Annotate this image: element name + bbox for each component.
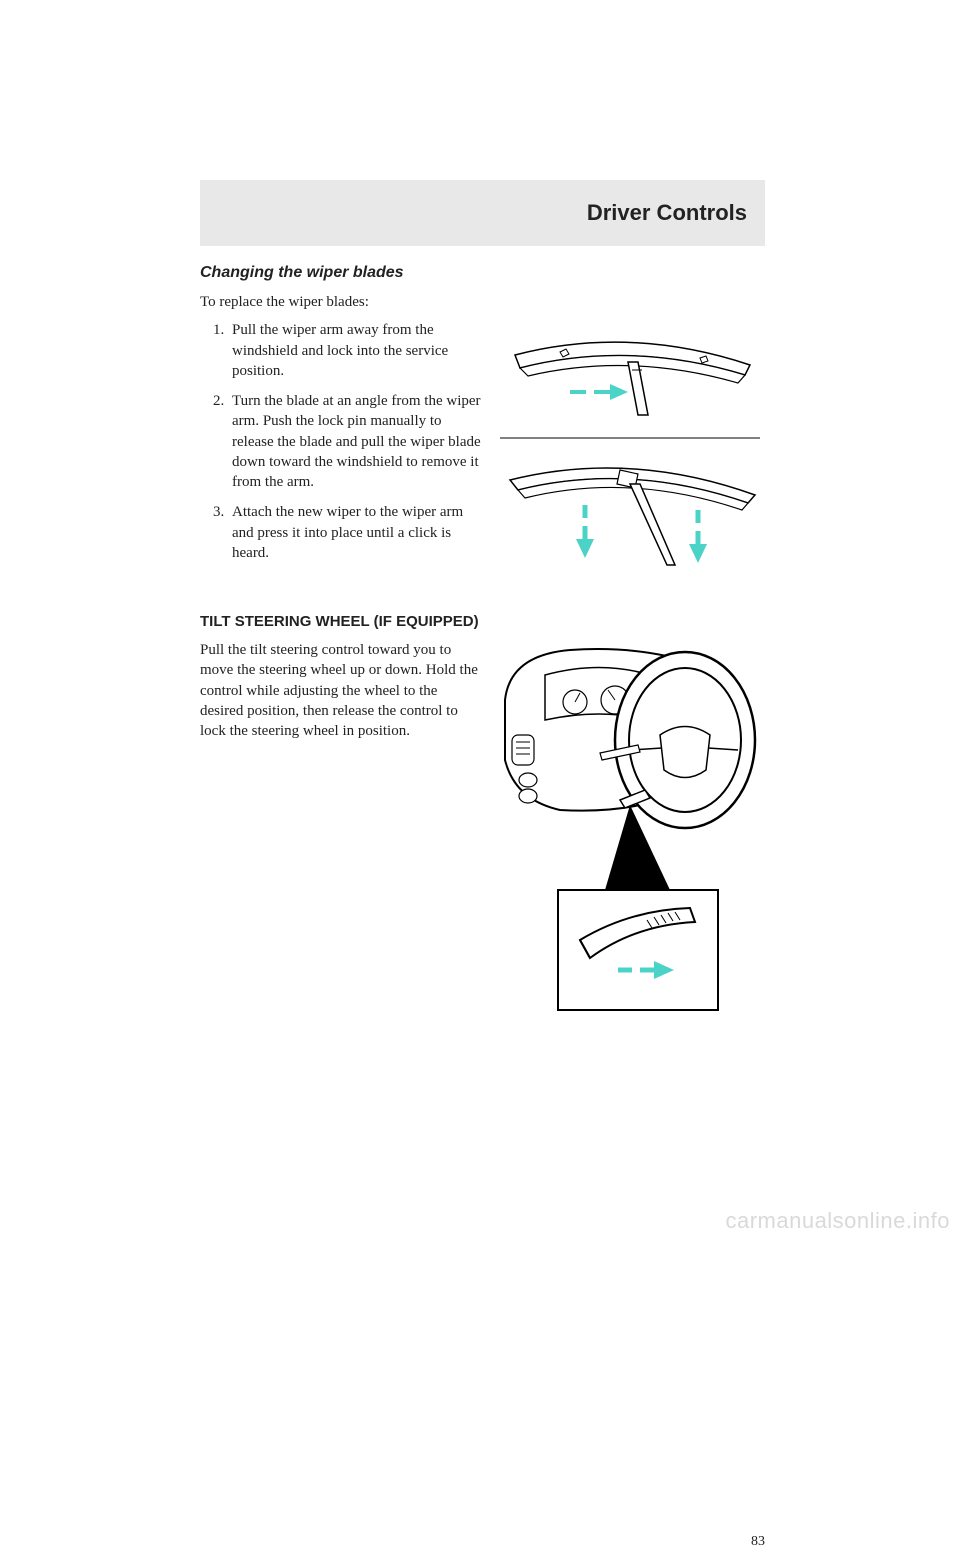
wiper-blade-bottom-icon: [500, 440, 760, 570]
wiper-subheading: Changing the wiper blades: [200, 264, 765, 282]
tilt-body: Pull the tilt steering control toward yo…: [200, 640, 482, 741]
page-content: Driver Controls Changing the wiper blade…: [200, 180, 765, 1020]
watermark: carmanualsonline.info: [725, 1208, 950, 1234]
wiper-step-3: Attach the new wiper to the wiper arm an…: [228, 502, 482, 563]
wiper-step-2: Turn the blade at an angle from the wipe…: [228, 391, 482, 492]
wiper-intro: To replace the wiper blades:: [200, 292, 765, 312]
wiper-step-1: Pull the wiper arm away from the windshi…: [228, 320, 482, 381]
tilt-text-column: Pull the tilt steering control toward yo…: [200, 640, 482, 1020]
tilt-steering-icon: [500, 640, 760, 1020]
page-number: 83: [751, 1534, 765, 1550]
section-header-title: Driver Controls: [587, 200, 747, 226]
wiper-steps-column: Pull the wiper arm away from the windshi…: [200, 320, 482, 573]
wiper-blade-top-icon: [500, 320, 760, 440]
wiper-figure-top: [500, 320, 760, 440]
tilt-heading: TILT STEERING WHEEL (IF EQUIPPED): [200, 613, 765, 630]
wiper-figure-column: [500, 320, 765, 573]
wiper-figure-bottom: [500, 440, 760, 570]
tilt-two-column: Pull the tilt steering control toward yo…: [200, 640, 765, 1020]
section-header-bar: Driver Controls: [200, 180, 765, 246]
wiper-steps-list: Pull the wiper arm away from the windshi…: [200, 320, 482, 563]
tilt-figure-column: [500, 640, 765, 1020]
wiper-two-column: Pull the wiper arm away from the windshi…: [200, 320, 765, 573]
tilt-figure: [500, 640, 760, 1020]
